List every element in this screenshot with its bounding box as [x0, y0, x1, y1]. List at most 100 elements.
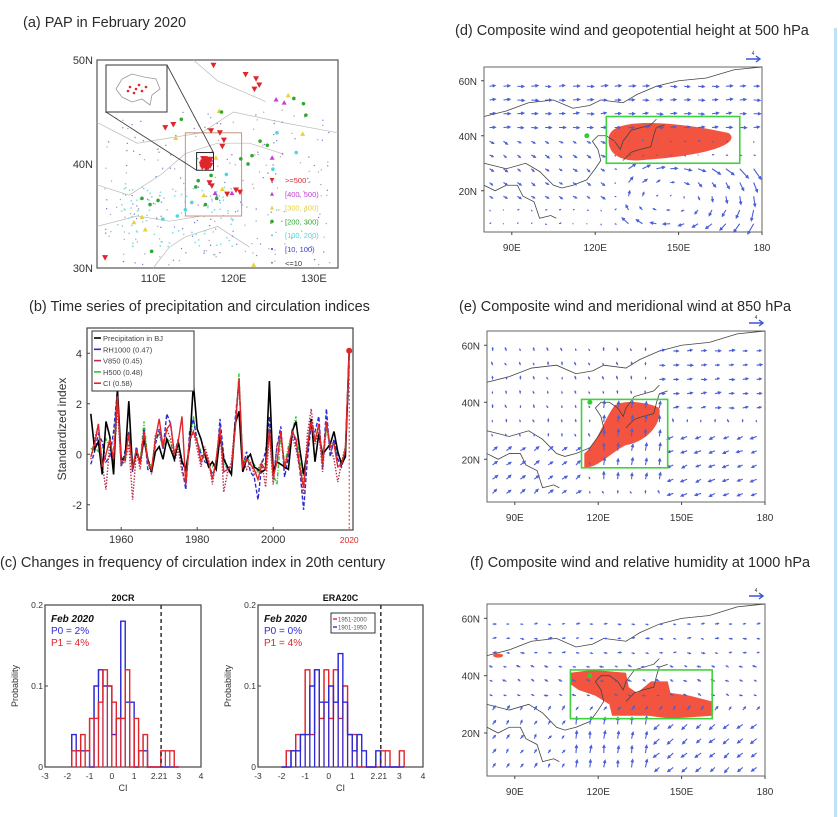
- station-marker: [275, 131, 279, 135]
- wind-vector: [628, 176, 634, 183]
- station-dot-small: [274, 253, 277, 256]
- station-dot-small: [182, 111, 184, 114]
- wind-vector: [684, 140, 688, 143]
- wind-vector: [641, 694, 646, 697]
- wind-vector: [575, 490, 583, 494]
- wind-vector: [655, 665, 660, 668]
- station-dot-small: [193, 221, 196, 224]
- wind-vector: [738, 679, 743, 682]
- wind-vector: [644, 744, 649, 754]
- wind-vector: [520, 447, 527, 452]
- wind-vector: [531, 111, 539, 116]
- station-dot-100-200: [194, 241, 197, 244]
- station-marker: [199, 159, 206, 166]
- station-dot-100-200: [215, 244, 218, 247]
- station-dot-small: [125, 186, 127, 189]
- station-dot-100-200: [222, 199, 225, 202]
- station-dot-small: [136, 205, 138, 207]
- x-tick-label: -3: [41, 771, 49, 781]
- wind-vector: [572, 97, 581, 102]
- wind-vector: [489, 97, 497, 102]
- station-dot-100-200: [192, 187, 195, 190]
- wind-vector: [505, 719, 509, 725]
- x-tick-label: 2000: [261, 534, 285, 546]
- wind-vector: [656, 694, 660, 697]
- wind-vector: [628, 111, 636, 116]
- legend-label: CI (0.58): [103, 379, 133, 388]
- station-marker: [281, 100, 287, 105]
- wind-vector: [750, 766, 757, 772]
- wind-vector: [506, 461, 513, 466]
- wind-vector: [696, 665, 702, 668]
- reference-vector-arrow: [749, 592, 765, 600]
- station-marker: [242, 72, 249, 78]
- wind-vector: [725, 693, 730, 697]
- wind-vector: [714, 636, 720, 640]
- station-dot-100-200: [211, 211, 214, 214]
- station-marker: [203, 202, 208, 207]
- station-marker: [131, 219, 137, 225]
- wind-vector: [722, 723, 730, 730]
- wind-vector: [491, 403, 494, 408]
- station-dot-small: [258, 171, 261, 173]
- station-marker: [224, 191, 231, 198]
- wind-vector: [614, 140, 616, 142]
- wind-vector: [501, 679, 507, 682]
- station-dot-small: [127, 127, 129, 130]
- station-dot-small: [166, 209, 168, 211]
- wind-vector: [505, 748, 509, 754]
- station-dot-small: [155, 217, 158, 219]
- wind-vector: [614, 168, 618, 170]
- wind-vector: [671, 417, 675, 423]
- station-dot-100-200: [204, 230, 206, 232]
- beijing-marker: [587, 673, 593, 679]
- wind-vector: [517, 98, 526, 103]
- wind-vector: [697, 693, 702, 697]
- station-dot-small: [152, 202, 155, 205]
- wind-vector: [503, 195, 509, 199]
- y-tick-label: 2: [76, 399, 82, 411]
- station-dot-small: [273, 133, 275, 136]
- station-dot-small: [274, 260, 276, 262]
- shaded-region: [584, 401, 660, 468]
- station-dot-small: [252, 252, 254, 254]
- station-dot-small: [155, 175, 157, 178]
- x-tick-label: 0: [109, 771, 114, 781]
- station-dot-small: [234, 164, 236, 166]
- wind-vector: [681, 766, 688, 773]
- wind-vector: [588, 730, 592, 739]
- x-tick-label: 120E: [587, 787, 611, 798]
- wind-vector: [756, 349, 763, 353]
- wind-vector: [545, 111, 553, 116]
- wind-vector: [673, 349, 680, 353]
- wind-vector: [561, 489, 568, 494]
- panel-d-map: 4 90E 120E 150E 180 20N 40N 60N: [459, 51, 771, 254]
- wind-vector: [680, 450, 688, 454]
- wind-vector: [616, 759, 620, 768]
- wind-vector: [656, 97, 664, 102]
- wind-vector: [630, 744, 634, 754]
- wind-vector: [492, 474, 499, 480]
- wind-vector: [653, 738, 660, 745]
- wind-vector: [586, 140, 592, 144]
- y-tick-label: 20N: [462, 729, 480, 740]
- station-dot-small: [244, 250, 247, 253]
- wind-vector: [547, 489, 555, 494]
- station-dot-small: [276, 209, 278, 211]
- wind-vector: [644, 472, 649, 480]
- wind-vector: [491, 375, 494, 380]
- station-dot-small: [231, 235, 234, 238]
- y-tick-label: 40N: [462, 398, 480, 409]
- wind-vector: [714, 391, 722, 395]
- wind-vector: [616, 457, 620, 465]
- y-tick-label: 40N: [462, 672, 480, 683]
- wind-vector: [669, 679, 674, 682]
- station-dot-small: [236, 243, 238, 246]
- wind-vector: [739, 97, 748, 102]
- histogram-frame: [44, 604, 202, 768]
- station-dot-small: [207, 113, 209, 115]
- wind-vector: [588, 490, 591, 494]
- station-marker: [214, 196, 219, 201]
- station-dot-small: [271, 181, 273, 184]
- station-dot-small: [272, 164, 274, 166]
